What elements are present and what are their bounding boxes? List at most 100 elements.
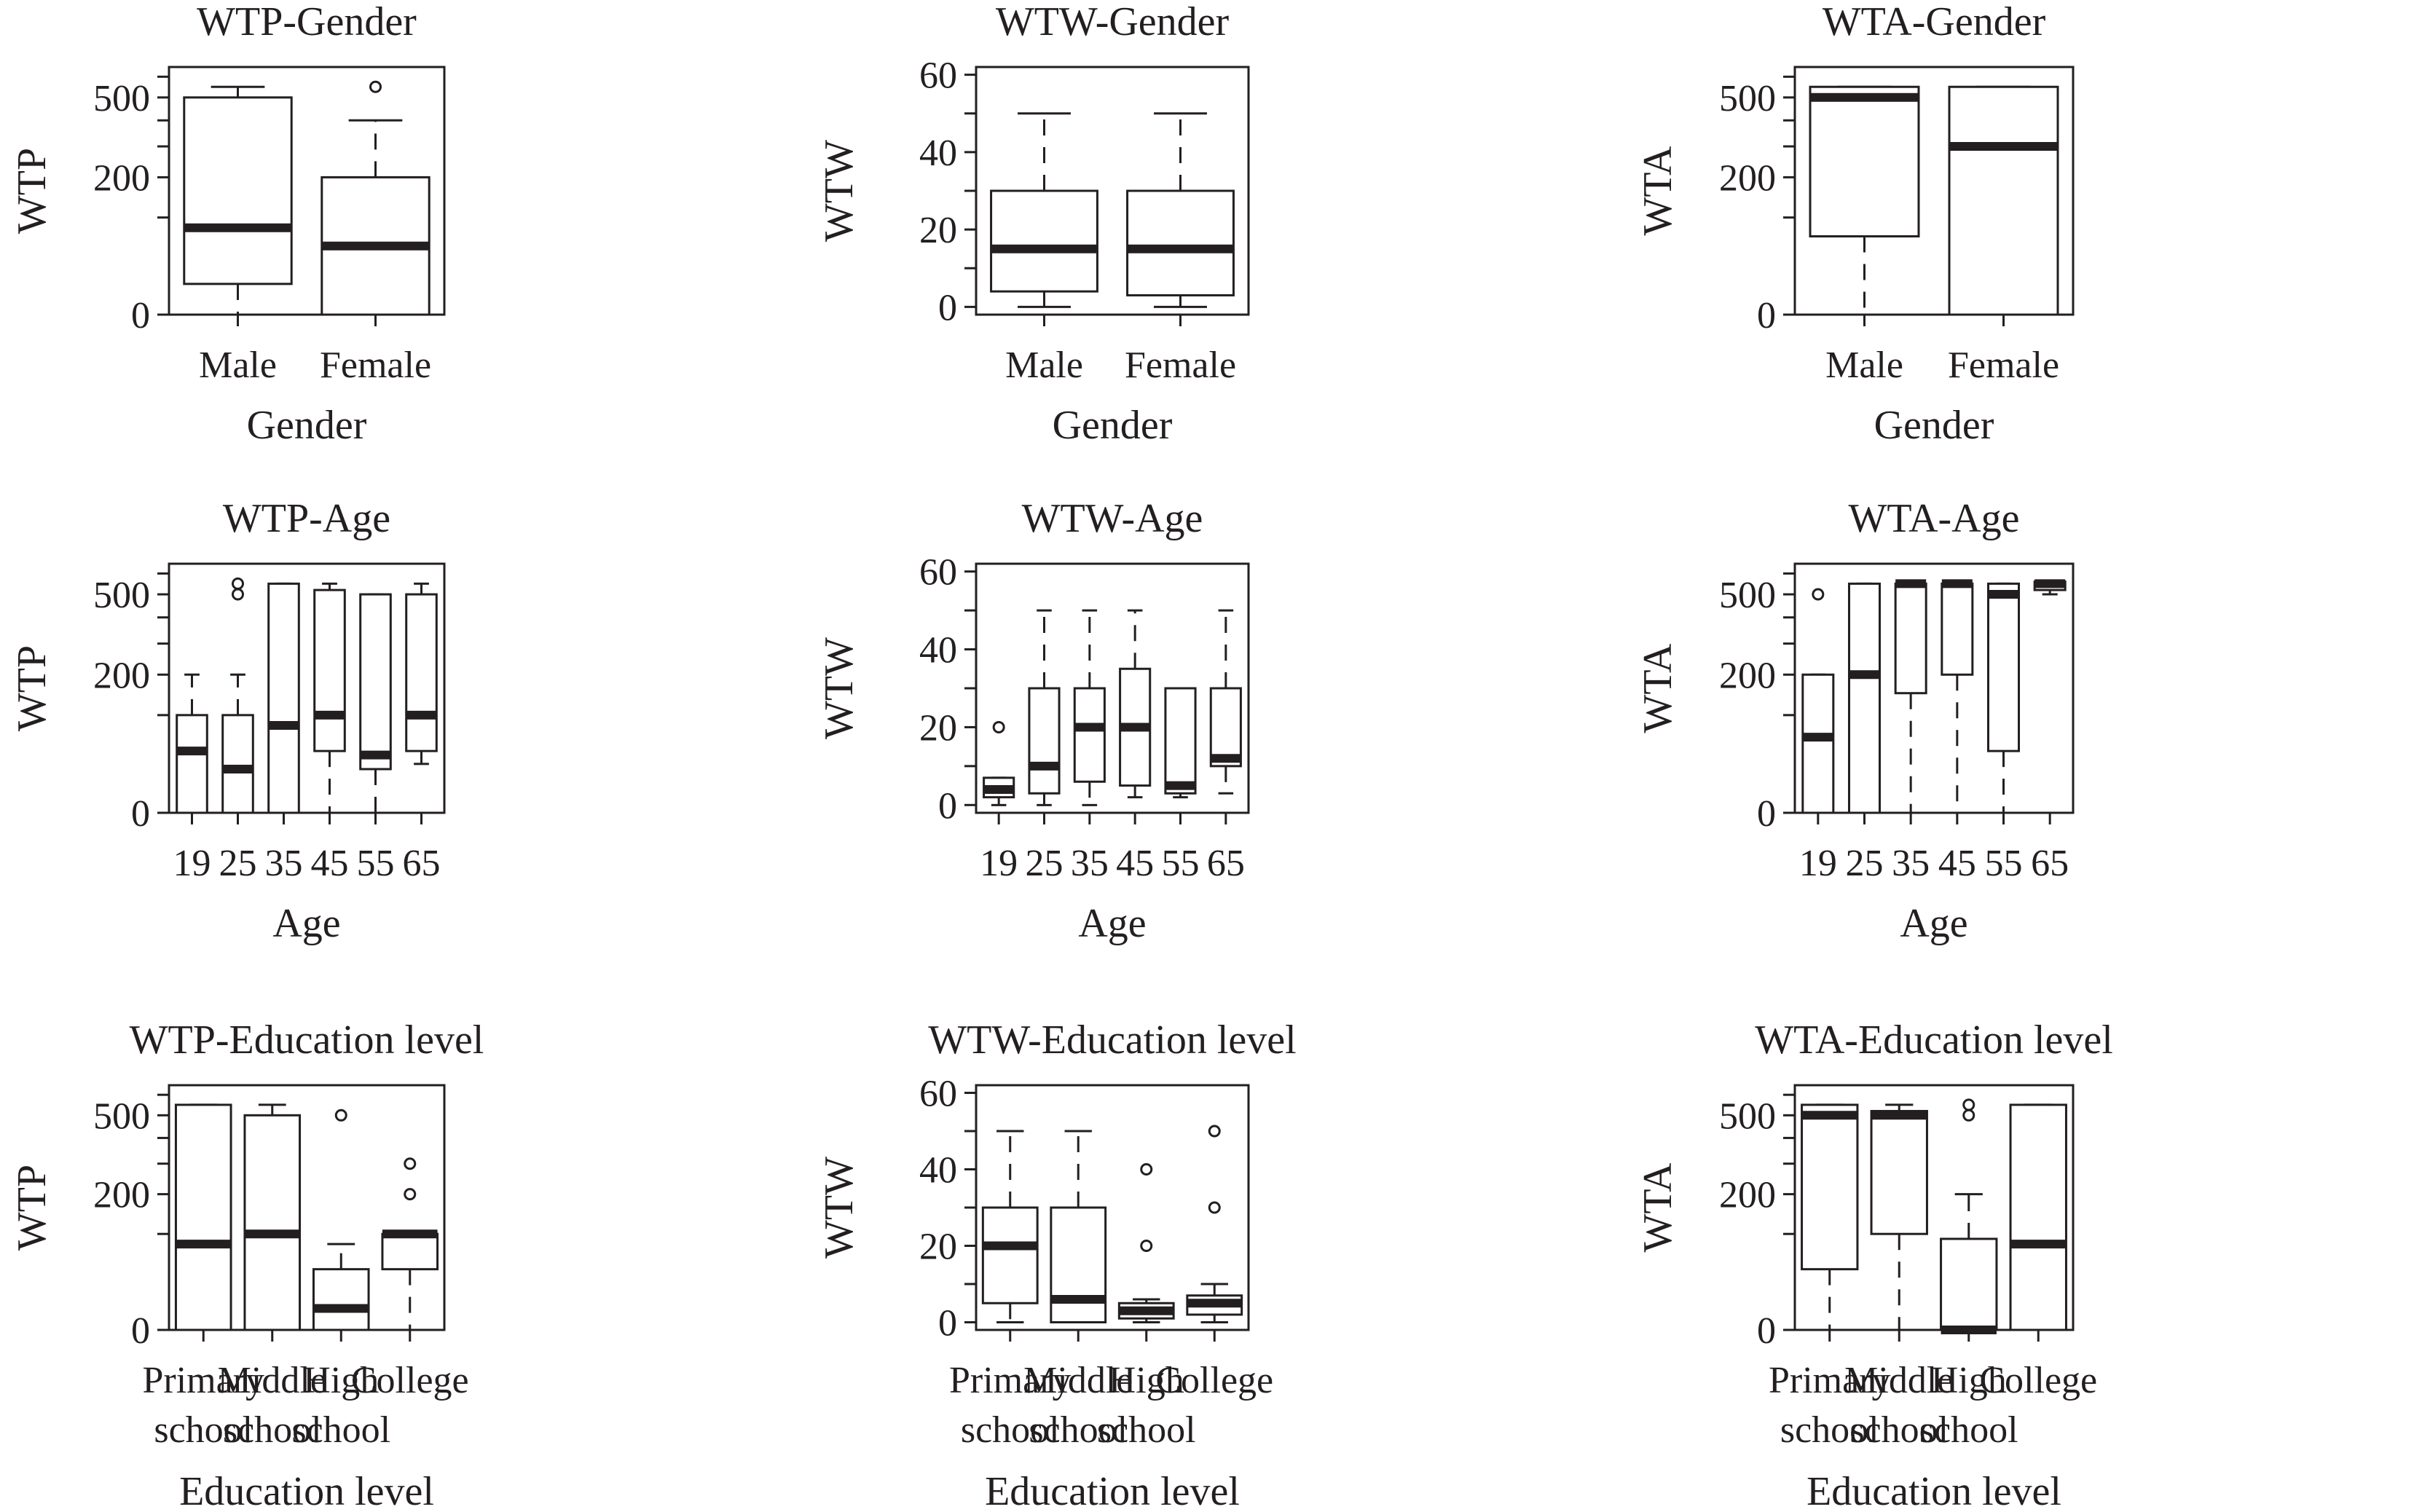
iqr-box — [267, 582, 300, 814]
y-tick-label: 0 — [131, 295, 150, 336]
y-tick-label: 500 — [93, 1095, 150, 1137]
x-tick-label: College — [351, 1360, 469, 1401]
box-high-school — [1117, 1163, 1175, 1323]
panel-title: WTW-Gender — [996, 0, 1230, 44]
iqr-box — [1940, 1237, 1998, 1331]
y-axis-label: WTW — [817, 140, 862, 242]
outlier-point — [1208, 1125, 1221, 1138]
box-19 — [983, 720, 1015, 806]
outlier-point — [1140, 1240, 1153, 1252]
iqr-box — [405, 593, 438, 752]
iqr-box — [176, 714, 208, 814]
box-35 — [1894, 579, 1927, 814]
box-65 — [405, 582, 438, 765]
box-55 — [1164, 687, 1197, 799]
x-tick-label: Female — [1948, 344, 2059, 386]
iqr-box — [313, 588, 346, 752]
y-tick-label: 20 — [919, 210, 957, 251]
box-male — [990, 112, 1098, 308]
outlier-point — [404, 1188, 417, 1201]
panel-wtw-age: 0 20 40 60 WTW WTW-Age 19 25 35 45 55 65 Age — [817, 496, 1250, 946]
panel-title: WTA-Age — [1849, 496, 2020, 541]
box-male — [183, 85, 293, 316]
x-tick-label: 45 — [311, 843, 349, 884]
box-45 — [1119, 609, 1152, 799]
y-axis-label: WTP — [9, 1165, 55, 1251]
x-axis-label: Education level — [985, 1469, 1240, 1512]
outlier-point — [1962, 1109, 1975, 1122]
iqr-box — [1894, 582, 1927, 695]
y-tick-label: 60 — [919, 1074, 957, 1115]
x-axis-label: Education level — [1806, 1469, 2061, 1512]
box-25 — [1028, 609, 1061, 806]
y-axis-label: WTP — [9, 645, 55, 731]
x-tick-label: 35 — [265, 843, 303, 884]
panel-wtw-gender: 0 20 40 60 WTW WTW-Gender Male Female Gender — [817, 0, 1250, 448]
panel-title: WTA-Education level — [1755, 1017, 2113, 1063]
box-female — [1126, 112, 1235, 308]
y-tick-label: 200 — [93, 157, 150, 199]
plot-frame — [168, 562, 446, 814]
box-45 — [313, 582, 346, 814]
box-middle-school — [1050, 1130, 1107, 1323]
x-tick-label: 35 — [1071, 843, 1109, 884]
iqr-box — [1801, 673, 1835, 814]
panel-wta-education-level: 0 200 500 WTA WTA-Education level Primary scho… — [1635, 1017, 2113, 1512]
box-25 — [221, 577, 254, 814]
iqr-box — [1164, 687, 1197, 795]
iqr-box — [990, 189, 1098, 293]
y-axis-label: WTP — [9, 148, 55, 234]
box-college — [1186, 1125, 1243, 1323]
iqr-box — [1809, 85, 1920, 237]
outlier-point — [1140, 1163, 1153, 1176]
outlier-point — [232, 577, 244, 590]
x-tick-label: Primary school — [1769, 1360, 1891, 1451]
y-tick-label: 0 — [1757, 793, 1776, 835]
box-middle-school — [1870, 1103, 1928, 1331]
y-tick-label: 0 — [1757, 1310, 1776, 1352]
panel-wtp-age: 0 200 500 WTP WTP-Age 19 25 35 45 55 65 Age — [9, 496, 446, 946]
y-tick-label: 200 — [1719, 157, 1776, 199]
x-axis-label: Age — [1078, 901, 1146, 946]
box-25 — [1847, 582, 1882, 814]
panel-title: WTP-Age — [223, 496, 390, 541]
iqr-box — [1126, 189, 1235, 296]
box-35 — [1073, 609, 1106, 806]
iqr-box — [1847, 582, 1882, 814]
x-axis-label: Age — [272, 901, 340, 946]
x-tick-label: Middle school — [218, 1360, 327, 1451]
x-tick-label: 25 — [219, 843, 257, 884]
panel-wta-age: 0 200 500 WTA WTA-Age 19 25 35 45 55 65 Age — [1635, 496, 2075, 946]
panel-title: WTA-Gender — [1823, 0, 2046, 44]
iqr-box — [183, 96, 293, 286]
box-19 — [1801, 588, 1835, 814]
outlier-point — [992, 720, 1005, 733]
box-65 — [1209, 609, 1242, 795]
y-tick-label: 200 — [93, 655, 150, 696]
y-tick-label: 0 — [1757, 295, 1776, 336]
iqr-box — [221, 714, 254, 814]
x-axis-label: Gender — [1874, 403, 1994, 448]
x-tick-label: Female — [320, 344, 431, 386]
iqr-box — [174, 1103, 232, 1331]
y-tick-label: 200 — [93, 1175, 150, 1216]
y-axis-label: WTA — [1635, 146, 1680, 236]
x-tick-label: Male — [199, 344, 277, 386]
x-tick-label: Primary school — [949, 1360, 1072, 1451]
y-tick-label: 0 — [938, 1303, 957, 1344]
box-female — [321, 80, 430, 316]
y-tick-label: 500 — [93, 575, 150, 616]
y-tick-label: 40 — [919, 1150, 957, 1192]
outlier-point — [232, 588, 244, 601]
x-tick-label: 25 — [1846, 843, 1884, 884]
box-college — [2009, 1103, 2067, 1331]
x-tick-label: 19 — [980, 843, 1018, 884]
iqr-box — [981, 1206, 1039, 1304]
box-high-school — [1940, 1098, 1998, 1334]
x-tick-label: Male — [1005, 344, 1083, 386]
plot-frame — [1793, 66, 2075, 316]
y-tick-label: 500 — [1719, 575, 1776, 616]
panel-wtp-gender: 0 200 500 WTP WTP-Gender Male Female Gender — [9, 0, 446, 448]
box-primary-school — [1801, 1103, 1859, 1331]
